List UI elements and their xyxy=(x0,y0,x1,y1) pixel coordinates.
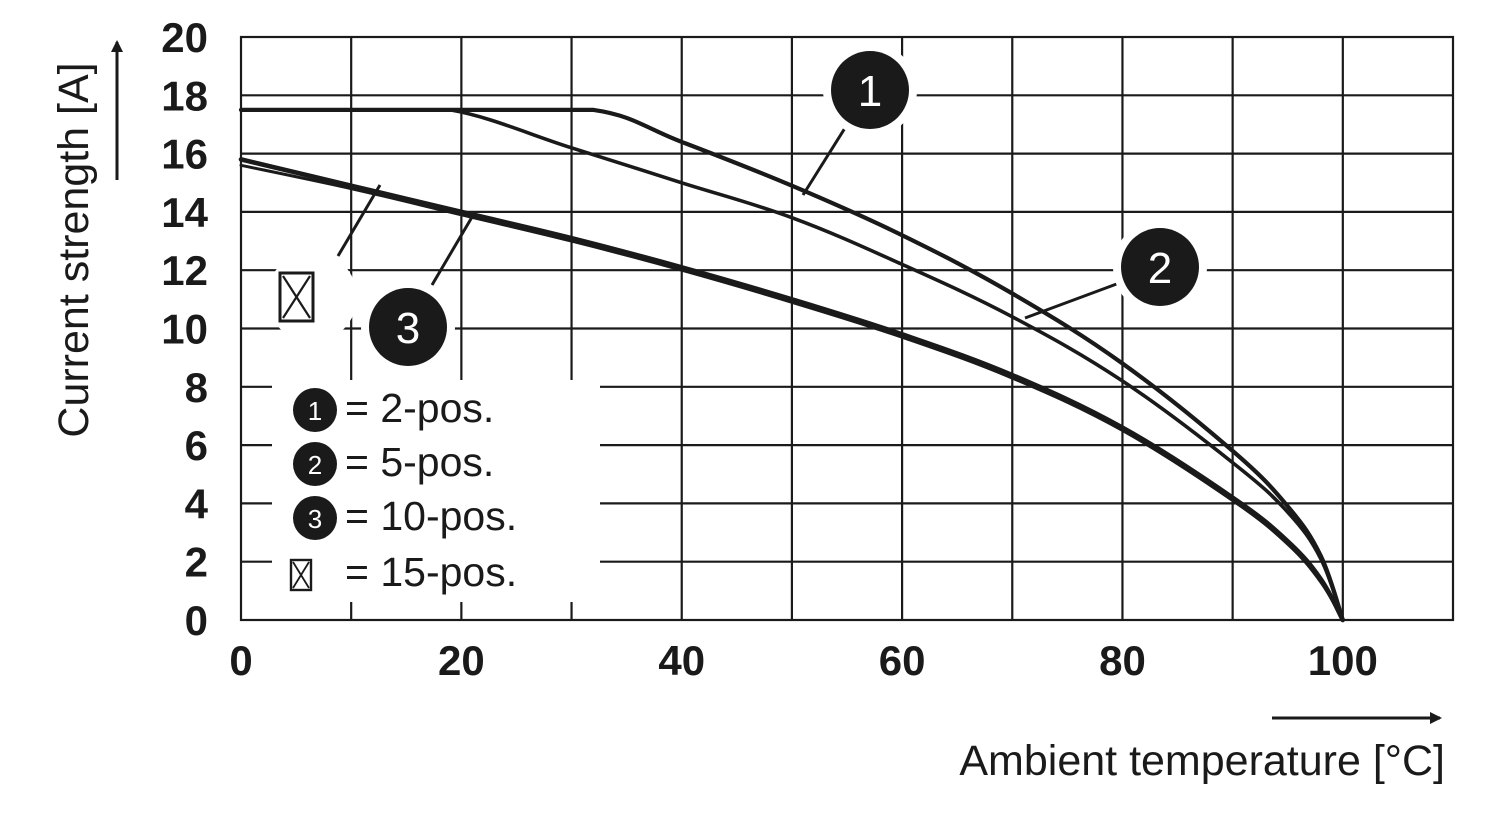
legend-label: = 15-pos. xyxy=(345,549,517,595)
x-tick-label: 0 xyxy=(229,637,252,684)
legend: 1 = 2-pos. 2 = 5-pos. 3 = 10-pos. = 15-p… xyxy=(272,380,600,602)
marker-circle xyxy=(369,288,447,366)
x-axis-label: Ambient temperature [°C] xyxy=(959,737,1445,785)
curves xyxy=(238,107,1346,623)
curve-markers: 1 2 3 xyxy=(267,43,1207,374)
marker-label: 1 xyxy=(858,67,882,116)
marker-circle xyxy=(831,51,909,129)
series-line-2-pos xyxy=(238,107,1345,623)
leader-line-15pos xyxy=(336,184,382,257)
x-tick-label: 40 xyxy=(658,637,705,684)
y-tick-label: 2 xyxy=(185,539,208,586)
y-tick-label: 8 xyxy=(185,364,208,411)
legend-marker-circle xyxy=(293,388,337,432)
x-tick-label: 100 xyxy=(1308,637,1378,684)
y-axis-label: Current strength [A] xyxy=(50,62,98,437)
y-tick-label: 14 xyxy=(161,189,208,236)
marker-label: 3 xyxy=(396,304,420,353)
y-tick-label: 10 xyxy=(161,306,208,353)
x-tick-label: 80 xyxy=(1099,637,1146,684)
leader-line-2 xyxy=(1024,280,1123,320)
marker-label: 2 xyxy=(1148,244,1172,293)
legend-entry-5-pos: 2 = 5-pos. xyxy=(293,439,494,486)
legend-entry-2-pos: 1 = 2-pos. xyxy=(293,385,494,432)
y-tick-label: 6 xyxy=(185,422,208,469)
series-line-10-pos xyxy=(238,157,1346,623)
legend-marker-circle xyxy=(293,496,337,540)
y-tick-label: 12 xyxy=(161,247,208,294)
curve-marker-15pos xyxy=(267,252,357,342)
legend-crossed-box-icon xyxy=(289,558,313,592)
curve-marker-1: 1 xyxy=(823,43,917,137)
marker-circle xyxy=(1121,228,1199,306)
legend-marker-label: 1 xyxy=(308,396,322,426)
series-line-15-pos xyxy=(239,163,1345,622)
legend-entry-15-pos: = 15-pos. xyxy=(289,549,517,595)
legend-label: = 5-pos. xyxy=(345,439,494,485)
y-tick-label: 0 xyxy=(185,597,208,644)
y-tick-label: 4 xyxy=(185,480,209,527)
y-tick-label: 16 xyxy=(161,131,208,178)
curve-marker-2: 2 xyxy=(1113,220,1207,314)
y-tick-label: 18 xyxy=(161,72,208,119)
legend-label: = 2-pos. xyxy=(345,385,494,431)
curve-marker-3: 3 xyxy=(361,280,455,374)
legend-marker-circle xyxy=(293,442,337,486)
series-line-5-pos xyxy=(239,108,1345,622)
x-tick-label: 20 xyxy=(438,637,485,684)
y-tick-label: 20 xyxy=(161,14,208,61)
legend-label: = 10-pos. xyxy=(345,493,517,539)
legend-entry-10-pos: 3 = 10-pos. xyxy=(293,493,517,540)
legend-marker-label: 3 xyxy=(308,504,322,534)
x-tick-label: 60 xyxy=(879,637,926,684)
crossed-box-icon xyxy=(278,271,315,323)
leader-line-3 xyxy=(430,211,477,286)
legend-marker-label: 2 xyxy=(308,450,322,480)
leader-line-1 xyxy=(801,119,852,196)
